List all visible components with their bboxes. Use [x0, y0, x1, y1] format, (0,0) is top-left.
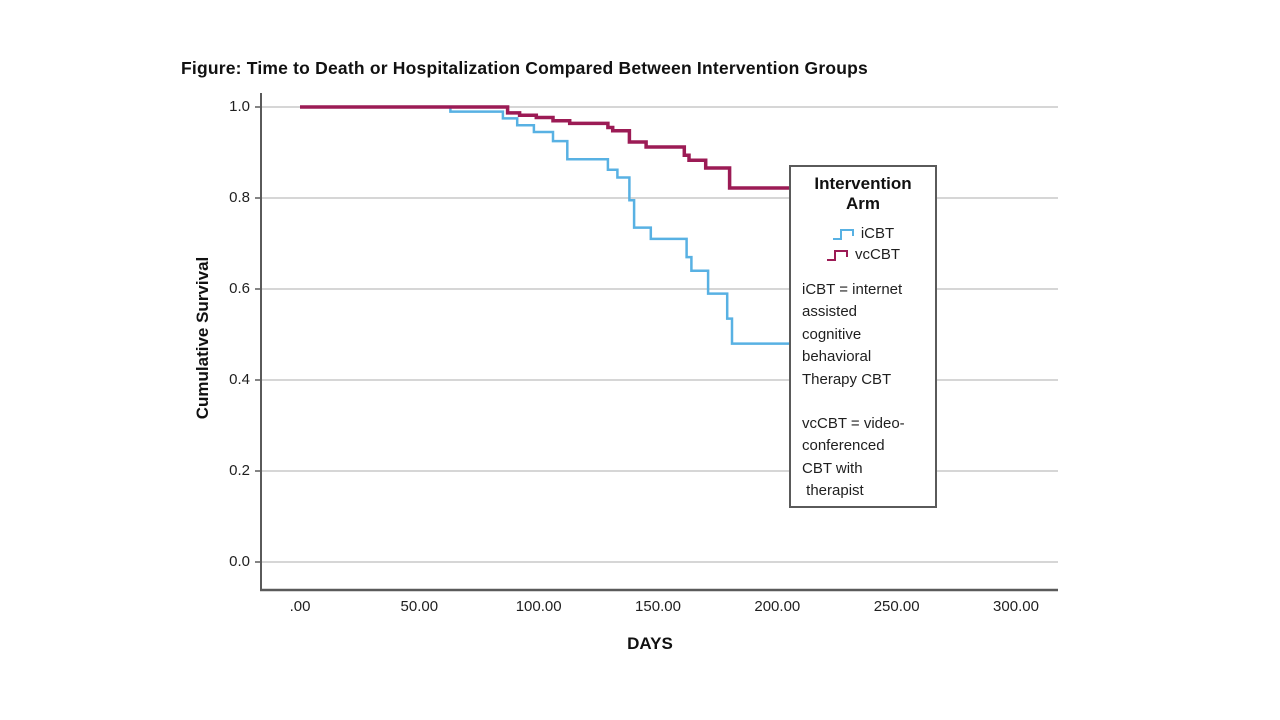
y-tick-label: 0.8	[229, 189, 250, 206]
legend-note-line: vcCBT = video-	[802, 415, 905, 433]
legend-title-line: Arm	[845, 194, 880, 213]
legend-item-label: vcCBT	[855, 246, 900, 263]
vccbt-step-line-icon	[827, 249, 848, 261]
y-tick-label: 0.4	[229, 371, 250, 388]
legend-items: iCBT vcCBT	[791, 223, 935, 265]
x-tick-label: 150.00	[635, 598, 681, 615]
legend-title: Intervention Arm	[791, 174, 935, 214]
legend-note-line: therapist	[802, 482, 864, 500]
x-tick-label: 200.00	[754, 598, 801, 615]
legend-note-line: assisted	[802, 303, 858, 321]
legend-box: Intervention Arm iCBT vcCBT iCBT = inter…	[789, 165, 937, 508]
icbt-survival-curve	[300, 105, 792, 345]
y-tick-label: 0.0	[229, 553, 250, 570]
x-tick-label: 250.00	[873, 598, 920, 615]
x-axis-title: DAYS	[627, 634, 673, 653]
legend-title-line: Intervention	[814, 174, 912, 193]
legend-item-vccbt: vcCBT	[791, 244, 935, 265]
y-tick-label: 0.6	[229, 280, 250, 297]
legend-note-line: cognitive	[802, 325, 862, 343]
x-tick-label: 50.00	[400, 598, 439, 615]
chart-title: Figure: Time to Death or Hospitalization…	[181, 58, 868, 78]
legend-note-line: behavioral	[802, 348, 872, 366]
y-tick-label: 1.0	[229, 98, 250, 115]
x-tick-label: 100.00	[515, 598, 562, 615]
legend-item-icbt: iCBT	[791, 223, 935, 244]
y-tick-label: 0.2	[229, 462, 250, 479]
icbt-step-line-icon	[832, 228, 854, 240]
legend-note-line: iCBT = internet	[802, 281, 903, 298]
legend-item-label: iCBT	[860, 225, 895, 242]
legend-note-icbt: iCBT = internet assisted cognitive behav…	[791, 279, 935, 391]
x-tick-label: 300.00	[993, 598, 1039, 615]
x-tick-label: .00	[289, 598, 311, 615]
legend-note-line: CBT with	[802, 459, 863, 477]
legend-note-line: Therapy CBT	[802, 370, 892, 388]
legend-note-vccbt: vcCBT = video- conferenced CBT with ther…	[791, 413, 935, 503]
legend-note-line: conferenced	[802, 437, 885, 455]
vccbt-survival-curve	[300, 105, 792, 190]
